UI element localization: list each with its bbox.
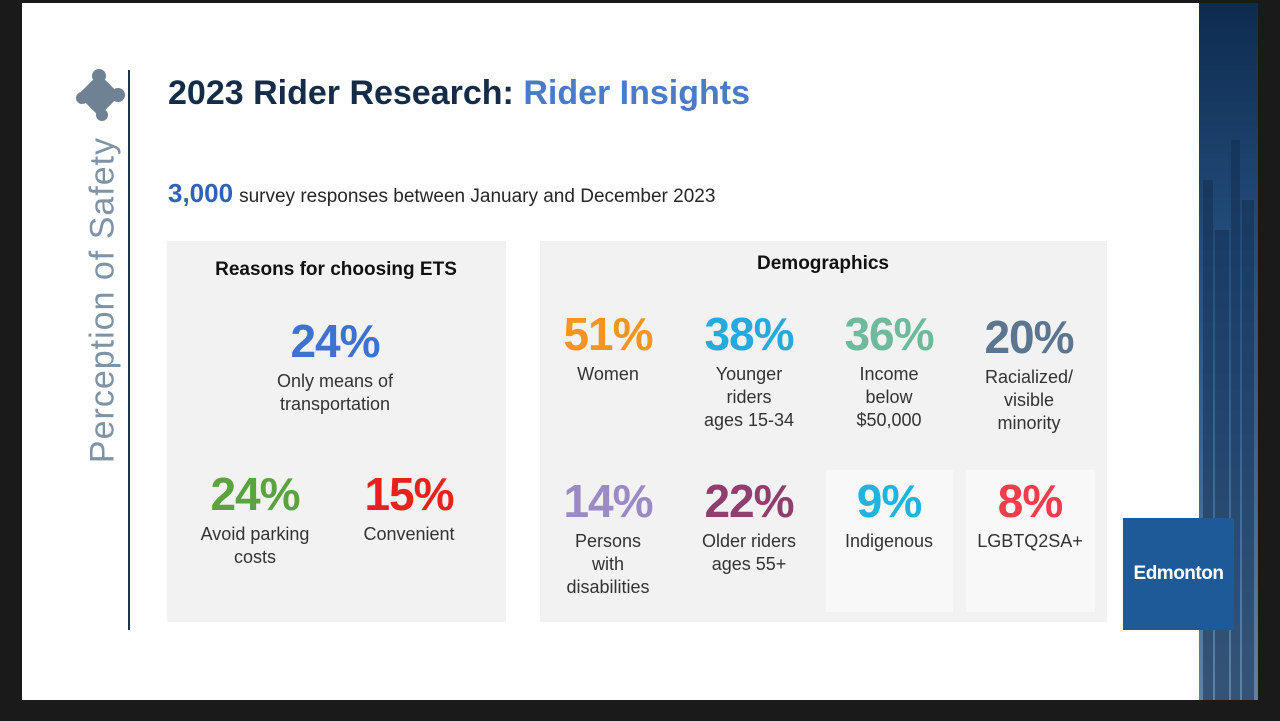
reason-stat-value: 24% <box>290 315 380 367</box>
edmonton-logo: Edmonton <box>1123 518 1234 630</box>
page-title-accent: Rider Insights <box>523 74 751 112</box>
page-title: 2023 Rider Research: Rider Insights <box>168 74 750 113</box>
demographic-stat-label: Younger riders ages 15-34 <box>703 364 795 430</box>
demographic-stat-value: 38% <box>704 308 794 360</box>
demographic-stat-label: LGBTQ2SA+ <box>977 531 1083 551</box>
demographic-stat-label: Indigenous <box>844 531 934 551</box>
demographic-stat-value: 36% <box>844 308 934 360</box>
demographic-stat: 51% Women <box>563 308 653 386</box>
vertical-divider <box>128 70 130 630</box>
demographic-stat-label: Racialized/ visible minority <box>984 367 1074 433</box>
section-label: Perception of Safety <box>83 136 122 464</box>
puzzle-piece-icon <box>76 69 125 121</box>
reasons-panel <box>167 241 506 622</box>
demographic-stat-value: 22% <box>704 475 794 527</box>
demographic-stat: 20% Racialized/ visible minority <box>984 311 1074 435</box>
demographic-stat-value: 51% <box>563 308 653 360</box>
demographic-stat: 36% Income below $50,000 <box>844 308 934 432</box>
demographic-stat-value: 14% <box>563 475 653 527</box>
reason-stat: 24% Avoid parking costs <box>201 471 310 569</box>
demographic-stat-value: 8% <box>997 475 1063 527</box>
reason-stat-value: 24% <box>210 468 300 520</box>
reason-stat: 15% Convenient <box>363 471 454 546</box>
survey-description: survey responses between January and Dec… <box>239 186 716 207</box>
stat-tile <box>966 470 1095 612</box>
demographic-stat: 14% Persons with disabilities <box>563 475 653 599</box>
demographic-stat-label: Older riders ages 55+ <box>701 531 797 574</box>
reason-stat: 24% Only means of transportation <box>277 318 393 416</box>
reason-stat-label: Avoid parking costs <box>200 524 310 567</box>
demographic-stat: 22% Older riders ages 55+ <box>702 478 796 576</box>
page-title-main: 2023 Rider Research: <box>168 74 524 112</box>
demographic-stat-label: Women <box>577 364 639 384</box>
reason-stat-label: Only means of transportation <box>276 371 394 414</box>
stat-tile <box>826 470 953 612</box>
demographic-stat-value: 20% <box>984 311 1074 363</box>
demographic-stat-label: Income below $50,000 <box>856 364 922 430</box>
demographic-stat: 8% LGBTQ2SA+ <box>977 478 1083 553</box>
demographic-stat: 9% Indigenous <box>845 478 933 553</box>
demographic-stat-value: 9% <box>856 475 922 527</box>
survey-summary: 3,000 survey responses between January an… <box>168 178 715 209</box>
demographic-stat-label: Persons with disabilities <box>566 531 650 597</box>
survey-count: 3,000 <box>168 178 234 208</box>
demographic-stat: 38% Younger riders ages 15-34 <box>703 308 795 432</box>
reason-stat-value: 15% <box>364 468 454 520</box>
reasons-heading: Reasons for choosing ETS <box>215 259 457 280</box>
demographics-heading: Demographics <box>757 253 889 274</box>
edmonton-logo-text: Edmonton <box>1133 563 1224 584</box>
reason-stat-label: Convenient <box>363 524 455 544</box>
